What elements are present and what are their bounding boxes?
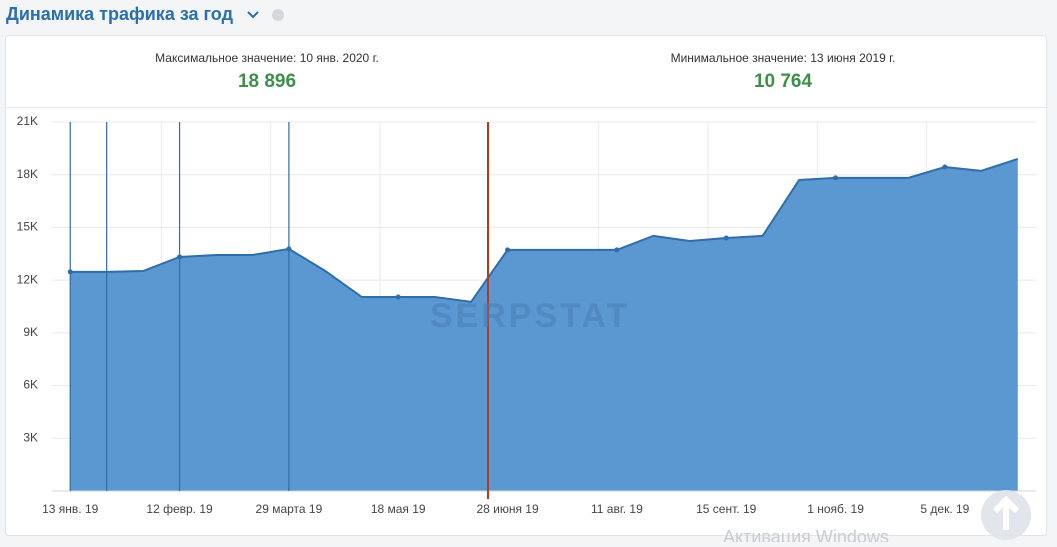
x-tick-label: 12 февр. 19 [146,502,213,516]
point [395,294,401,300]
point [614,247,620,253]
stat-value: 18 896 [238,71,296,92]
x-tick-label: 15 сент. 19 [696,502,756,516]
area [70,158,1018,492]
y-tick-label: 12K [17,272,38,286]
y-tick-label: 3K [23,430,38,444]
point [833,175,839,181]
watermark: SERPSTAT [430,297,630,335]
y-tick-label: 9K [23,325,38,339]
line [70,158,1019,303]
point [942,164,948,170]
os-overlay-text: Активация Windows [723,527,889,542]
point [505,247,511,253]
y-tick-label: 21K [17,114,38,128]
x-tick-label: 13 янв. 19 [42,502,99,516]
x-tick-label: 29 марта 19 [256,502,323,516]
stat-label: Максимальное значение: 10 янв. 2020 г. [155,51,379,65]
stat-label: Минимальное значение: 13 июня 2019 г. [671,51,896,65]
section-title: Динамика трафика за год [6,4,234,24]
dropdown-chevron[interactable] [247,11,259,19]
plot: 3K 6K 9K 12K 15K 18K 21K 13 янв. 19 12 февр. 19 2… [17,114,1036,516]
y-tick-label: 15K [17,220,38,234]
stat-value: 10 764 [754,71,813,92]
x-tick-label: 5 дек. 19 [920,502,969,516]
x-tick-label: 18 мая 19 [371,502,426,516]
point [723,235,729,241]
info-icon[interactable] [272,9,284,21]
x-tick-label: 11 авг. 19 [591,502,643,516]
x-tick-label: 28 июня 19 [476,502,539,516]
scroll-top-arrow [992,495,1020,530]
x-tick-label: 1 нояб. 19 [807,502,864,516]
y-tick-label: 6K [23,378,38,392]
y-tick-label: 18K [17,167,38,181]
